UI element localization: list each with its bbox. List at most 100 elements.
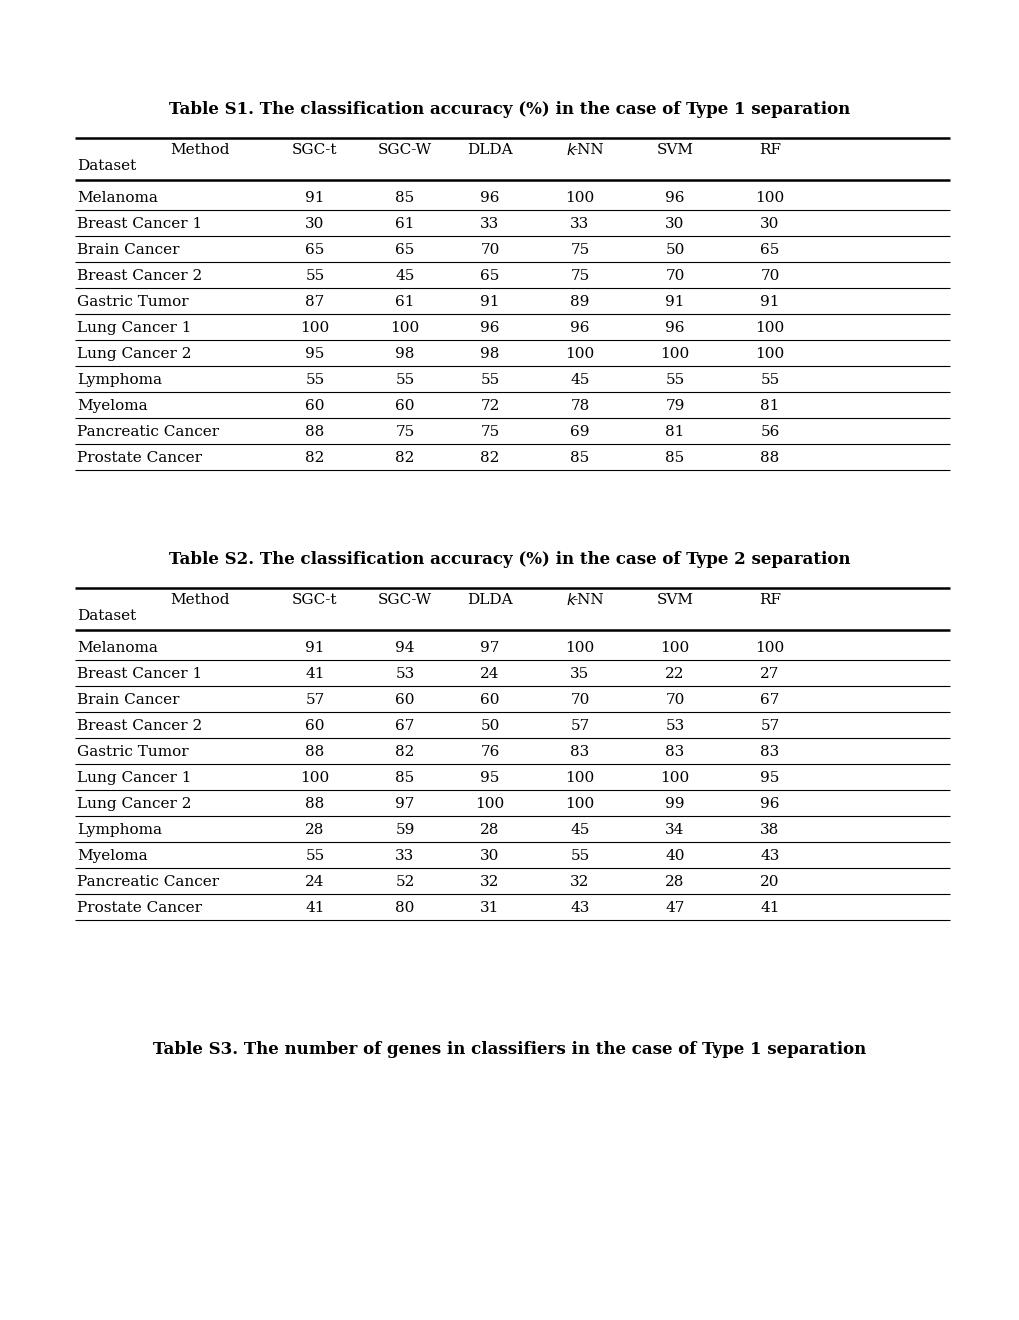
Text: 65: 65 — [305, 243, 324, 257]
Text: 94: 94 — [395, 642, 415, 655]
Text: 34: 34 — [664, 822, 684, 837]
Text: Myeloma: Myeloma — [76, 849, 148, 863]
Text: 85: 85 — [664, 451, 684, 465]
Text: 50: 50 — [664, 243, 684, 257]
Text: 98: 98 — [395, 347, 415, 360]
Text: 41: 41 — [305, 667, 324, 681]
Text: 70: 70 — [664, 269, 684, 282]
Text: Lymphoma: Lymphoma — [76, 374, 162, 387]
Text: 83: 83 — [664, 744, 684, 759]
Text: 100: 100 — [300, 321, 329, 335]
Text: Breast Cancer 1: Breast Cancer 1 — [76, 667, 202, 681]
Text: 30: 30 — [480, 849, 499, 863]
Text: 100: 100 — [659, 771, 689, 785]
Text: 96: 96 — [759, 797, 779, 810]
Text: 79: 79 — [664, 399, 684, 413]
Text: 82: 82 — [395, 451, 415, 465]
Text: Gastric Tumor: Gastric Tumor — [76, 744, 189, 759]
Text: 100: 100 — [565, 347, 594, 360]
Text: 33: 33 — [480, 216, 499, 231]
Text: Lung Cancer 1: Lung Cancer 1 — [76, 771, 192, 785]
Text: 32: 32 — [570, 875, 589, 888]
Text: 55: 55 — [305, 269, 324, 282]
Text: 88: 88 — [305, 425, 324, 440]
Text: 24: 24 — [305, 875, 324, 888]
Text: 24: 24 — [480, 667, 499, 681]
Text: SGC-t: SGC-t — [292, 143, 337, 157]
Text: 96: 96 — [480, 191, 499, 205]
Text: 81: 81 — [664, 425, 684, 440]
Text: 100: 100 — [565, 771, 594, 785]
Text: 70: 70 — [664, 693, 684, 708]
Text: 55: 55 — [759, 374, 779, 387]
Text: Gastric Tumor: Gastric Tumor — [76, 294, 189, 309]
Text: Table S3. The number of genes in classifiers in the case of Type 1 separation: Table S3. The number of genes in classif… — [153, 1041, 866, 1059]
Text: 88: 88 — [759, 451, 779, 465]
Text: 95: 95 — [305, 347, 324, 360]
Text: 97: 97 — [480, 642, 499, 655]
Text: 96: 96 — [664, 191, 684, 205]
Text: 28: 28 — [305, 822, 324, 837]
Text: 43: 43 — [759, 849, 779, 863]
Text: 27: 27 — [759, 667, 779, 681]
Text: 55: 55 — [395, 374, 414, 387]
Text: $k$: $k$ — [566, 591, 577, 609]
Text: 65: 65 — [395, 243, 415, 257]
Text: Lung Cancer 1: Lung Cancer 1 — [76, 321, 192, 335]
Text: Melanoma: Melanoma — [76, 191, 158, 205]
Text: DLDA: DLDA — [467, 593, 513, 607]
Text: Breast Cancer 2: Breast Cancer 2 — [76, 269, 202, 282]
Text: Breast Cancer 2: Breast Cancer 2 — [76, 719, 202, 733]
Text: 82: 82 — [395, 744, 415, 759]
Text: Table S2. The classification accuracy (%) in the case of Type 2 separation: Table S2. The classification accuracy (%… — [169, 552, 850, 569]
Text: 85: 85 — [570, 451, 589, 465]
Text: Brain Cancer: Brain Cancer — [76, 243, 179, 257]
Text: 99: 99 — [664, 797, 684, 810]
Text: Method: Method — [170, 143, 229, 157]
Text: 82: 82 — [305, 451, 324, 465]
Text: 100: 100 — [565, 797, 594, 810]
Text: 69: 69 — [570, 425, 589, 440]
Text: 22: 22 — [664, 667, 684, 681]
Text: SVM: SVM — [656, 143, 693, 157]
Text: 82: 82 — [480, 451, 499, 465]
Text: 75: 75 — [570, 243, 589, 257]
Text: 100: 100 — [755, 191, 784, 205]
Text: 65: 65 — [480, 269, 499, 282]
Text: 53: 53 — [664, 719, 684, 733]
Text: 41: 41 — [305, 902, 324, 915]
Text: 60: 60 — [480, 693, 499, 708]
Text: 20: 20 — [759, 875, 779, 888]
Text: 100: 100 — [565, 191, 594, 205]
Text: 55: 55 — [480, 374, 499, 387]
Text: 55: 55 — [305, 374, 324, 387]
Text: Pancreatic Cancer: Pancreatic Cancer — [76, 425, 219, 440]
Text: 33: 33 — [395, 849, 414, 863]
Text: 88: 88 — [305, 797, 324, 810]
Text: 100: 100 — [755, 642, 784, 655]
Text: 55: 55 — [305, 849, 324, 863]
Text: RF: RF — [758, 593, 781, 607]
Text: 100: 100 — [659, 642, 689, 655]
Text: 53: 53 — [395, 667, 414, 681]
Text: 85: 85 — [395, 191, 414, 205]
Text: 96: 96 — [664, 321, 684, 335]
Text: 45: 45 — [570, 822, 589, 837]
Text: 75: 75 — [395, 425, 414, 440]
Text: 41: 41 — [759, 902, 779, 915]
Text: 70: 70 — [570, 693, 589, 708]
Text: Lung Cancer 2: Lung Cancer 2 — [76, 347, 192, 360]
Text: 61: 61 — [395, 294, 415, 309]
Text: 57: 57 — [305, 693, 324, 708]
Text: Method: Method — [170, 593, 229, 607]
Text: 91: 91 — [305, 191, 324, 205]
Text: 30: 30 — [759, 216, 779, 231]
Text: 59: 59 — [395, 822, 415, 837]
Text: 28: 28 — [664, 875, 684, 888]
Text: 40: 40 — [664, 849, 684, 863]
Text: 65: 65 — [759, 243, 779, 257]
Text: Lung Cancer 2: Lung Cancer 2 — [76, 797, 192, 810]
Text: SVM: SVM — [656, 593, 693, 607]
Text: 100: 100 — [300, 771, 329, 785]
Text: 52: 52 — [395, 875, 415, 888]
